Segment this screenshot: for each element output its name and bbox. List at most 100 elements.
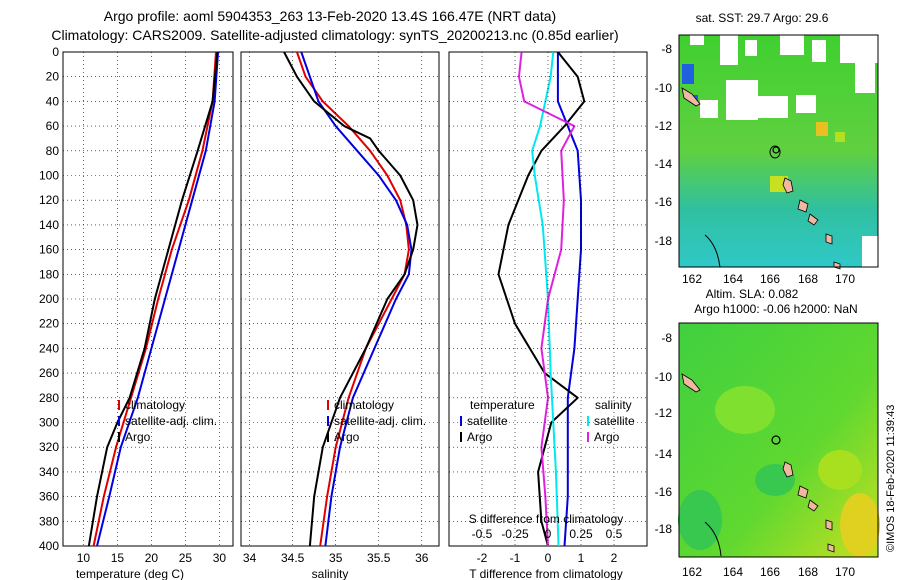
sla-map: Altim. SLA: 0.082 Argo h1000: -0.06 h200…	[655, 287, 880, 579]
series-line-satellite-adj-clim-	[300, 51, 413, 547]
depth-tick-label: 20	[46, 70, 60, 84]
x-tick-label: -1	[510, 551, 521, 565]
legend-t-argo-label: Argo	[467, 430, 493, 444]
sla-contour	[704, 521, 722, 557]
depth-tick-label: 160	[39, 243, 59, 257]
lat-tick: -18	[655, 522, 673, 536]
sst-warm-patches	[682, 64, 845, 192]
legend-s-argo-label: Argo	[594, 430, 620, 444]
x-tick-label: 35.5	[367, 551, 391, 565]
depth-tick-label: 240	[39, 341, 59, 355]
depth-tick-label: 340	[39, 465, 59, 479]
depth-tick-label: 0	[52, 45, 59, 59]
difference-legend: temperature satellite Argo salinity sate…	[460, 398, 635, 444]
lon-tick: 162	[682, 272, 702, 286]
lat-tick: -12	[655, 406, 673, 420]
difference-panel: -2 -1 0 1 2 S difference from climatology -0…	[448, 51, 648, 580]
depth-tick-label: 300	[39, 416, 59, 430]
series-line-climatology	[296, 51, 410, 547]
x-tick-label: 1	[578, 551, 585, 565]
t-difference-xlabel: T difference from climatology	[469, 567, 623, 580]
temperature-xlabel: temperature (deg C)	[76, 567, 184, 580]
depth-tick-label: 360	[39, 490, 59, 504]
temperature-panel: 0 20 40 60 80 100 120 140 160 180 200 220 240 260 280 3…	[39, 45, 234, 580]
depth-tick-label: 200	[39, 292, 59, 306]
legend-t-satellite-label: satellite	[467, 414, 508, 428]
x-tick-label: 35	[329, 551, 343, 565]
x-tick-label: 10	[77, 551, 91, 565]
depth-tick-label: 40	[46, 94, 60, 108]
depth-tick-label: 120	[39, 193, 59, 207]
temperature-lines	[87, 51, 220, 547]
lat-tick: -8	[661, 331, 672, 345]
imos-credit: ©IMOS 18-Feb-2020 11:39:43	[885, 405, 897, 552]
s-tick: 0	[545, 527, 552, 541]
sla-map-frame	[678, 322, 879, 558]
depth-tick-label: 80	[46, 144, 60, 158]
argo-location-marker	[771, 435, 781, 445]
temperature-axis-ticks: 10 15 20 25 30	[77, 551, 227, 565]
legend-argo-label: Argo	[334, 430, 360, 444]
lat-tick: -14	[655, 157, 673, 171]
lat-tick: -10	[655, 370, 673, 384]
x-tick-label: 20	[145, 551, 159, 565]
legend-s-satellite-label: satellite	[594, 414, 635, 428]
depth-tick-label: 280	[39, 391, 59, 405]
x-tick-label: 15	[111, 551, 125, 565]
x-tick-label: 0	[545, 551, 552, 565]
depth-tick-label: 400	[39, 539, 59, 553]
lat-tick: -12	[655, 119, 673, 133]
depth-tick-label: 220	[39, 317, 59, 331]
x-tick-label: 36	[415, 551, 429, 565]
lon-tick: 164	[723, 565, 743, 579]
sla-map-xticks: 162 164 166 168 170	[682, 565, 855, 579]
lon-tick: 170	[835, 272, 855, 286]
legend-satellite-label: satellite-adj. clim.	[334, 414, 426, 428]
s-tick: 0.5	[606, 527, 623, 541]
sla-map-yticks: -8 -10 -12 -14 -16 -18	[655, 331, 673, 536]
temperature-legend: climatology satellite-adj. clim. Argo	[118, 398, 217, 444]
series-line-salinity-argo	[517, 51, 576, 547]
sst-islands	[681, 87, 841, 270]
sla-map-title: Altim. SLA: 0.082	[706, 287, 799, 301]
lon-tick: 168	[798, 272, 818, 286]
lon-tick: 162	[682, 565, 702, 579]
series-line-climatology	[92, 51, 217, 547]
sst-map-frame	[678, 34, 879, 268]
lat-tick: -16	[655, 485, 673, 499]
lon-tick: 164	[723, 272, 743, 286]
sst-contour	[704, 234, 721, 268]
legend-climatology-label: climatology	[125, 398, 185, 412]
series-line-argo	[87, 51, 219, 547]
x-tick-label: 25	[179, 551, 193, 565]
legend-satellite-label: satellite-adj. clim.	[125, 414, 217, 428]
depth-tick-label: 260	[39, 366, 59, 380]
lon-tick: 166	[760, 272, 780, 286]
sla-patches	[678, 386, 880, 557]
sst-map-xticks: 162 164 166 168 170	[682, 272, 855, 286]
depth-tick-label: 180	[39, 267, 59, 281]
lon-tick: 168	[798, 565, 818, 579]
depth-tick-label: 140	[39, 218, 59, 232]
title-line-1: Argo profile: aoml 5904353_263 13-Feb-20…	[104, 8, 556, 24]
s-tick: -0.5	[472, 527, 493, 541]
depth-tick-label: 100	[39, 169, 59, 183]
series-line-salinity-satellite	[531, 51, 560, 547]
lat-tick: -16	[655, 195, 673, 209]
lat-tick: -8	[661, 42, 672, 56]
lon-tick: 166	[760, 565, 780, 579]
salinity-legend: climatology satellite-adj. clim. Argo	[327, 398, 426, 444]
depth-tick-label: 380	[39, 514, 59, 528]
depth-axis-ticks: 0 20 40 60 80 100 120 140 160 180 200 220 240 260 280 3…	[39, 45, 59, 553]
legend-salinity-title: salinity	[595, 398, 632, 412]
x-tick-label: 2	[611, 551, 618, 565]
sst-map-title: sat. SST: 29.7 Argo: 29.6	[696, 11, 829, 25]
sla-map-subtitle: Argo h1000: -0.06 h2000: NaN	[694, 302, 857, 316]
salinity-xlabel: salinity	[312, 567, 349, 580]
depth-tick-label: 60	[46, 119, 60, 133]
sla-islands	[681, 373, 835, 553]
s-difference-ticklabels: -0.5 -0.25 0 0.25 0.5	[472, 527, 623, 541]
argo-location-marker	[772, 146, 780, 154]
s-tick: -0.25	[501, 527, 529, 541]
